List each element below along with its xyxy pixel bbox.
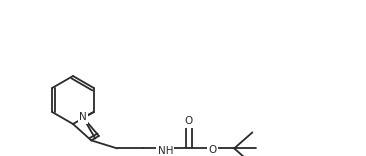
Text: NH: NH bbox=[157, 146, 173, 156]
Text: O: O bbox=[184, 116, 193, 126]
Text: N: N bbox=[79, 112, 87, 122]
Text: O: O bbox=[208, 145, 216, 155]
